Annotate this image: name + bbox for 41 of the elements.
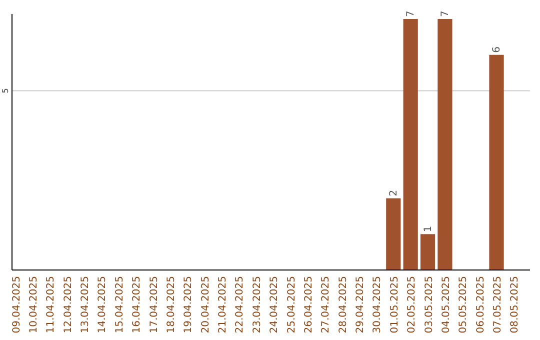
x-tick-label: 11.04.2025 [46,276,57,334]
x-tick-label: 20.04.2025 [200,276,212,334]
x-tick-label: 02.05.2025 [406,276,418,334]
data-label: 6 [492,46,503,53]
x-tick-label: 09.04.2025 [11,276,22,334]
x-tick-label: 14.04.2025 [97,276,108,334]
x-tick-label: 26.04.2025 [303,276,314,334]
x-tick-label: 24.04.2025 [269,276,280,334]
bar [489,54,504,270]
x-tick-label: 18.04.2025 [166,276,177,334]
x-tick-label: 15.04.2025 [114,276,126,334]
x-tick-label: 21.04.2025 [218,276,229,334]
x-tick-label: 28.04.2025 [338,276,349,334]
data-label: 7 [406,10,417,17]
y-tick-label: 5 [1,88,10,94]
x-tick-label: 25.04.2025 [286,276,298,334]
x-tick-label: 29.04.2025 [355,276,366,334]
bar [386,198,401,270]
x-tick-label: 17.04.2025 [148,276,160,334]
x-tick-label: 05.05.2025 [458,276,470,334]
x-tick-label: 30.04.2025 [372,276,384,334]
bar [403,19,418,270]
x-tick-label: 01.05.2025 [389,276,400,334]
x-tick-label: 07.05.2025 [492,276,504,334]
bar [438,19,452,270]
data-label: 1 [422,226,434,232]
data-label: 7 [440,10,451,17]
x-tick-label: 27.04.2025 [320,276,332,334]
x-tick-label: 10.04.2025 [28,276,40,334]
x-tick-label: 16.04.2025 [132,276,143,334]
x-tick-label: 13.04.2025 [80,276,92,334]
x-tick-label: 03.05.2025 [424,276,435,334]
x-tick-label: 12.04.2025 [62,276,74,334]
x-tick-label: 22.04.2025 [234,276,246,334]
x-tick-label: 06.05.2025 [475,276,486,334]
x-tick-label: 08.05.2025 [510,276,521,334]
x-tick-label: 04.05.2025 [440,276,452,334]
bar [420,234,436,270]
x-tick-label: 19.04.2025 [183,276,194,334]
x-tick-label: 23.04.2025 [252,276,263,334]
data-label: 2 [388,190,400,196]
